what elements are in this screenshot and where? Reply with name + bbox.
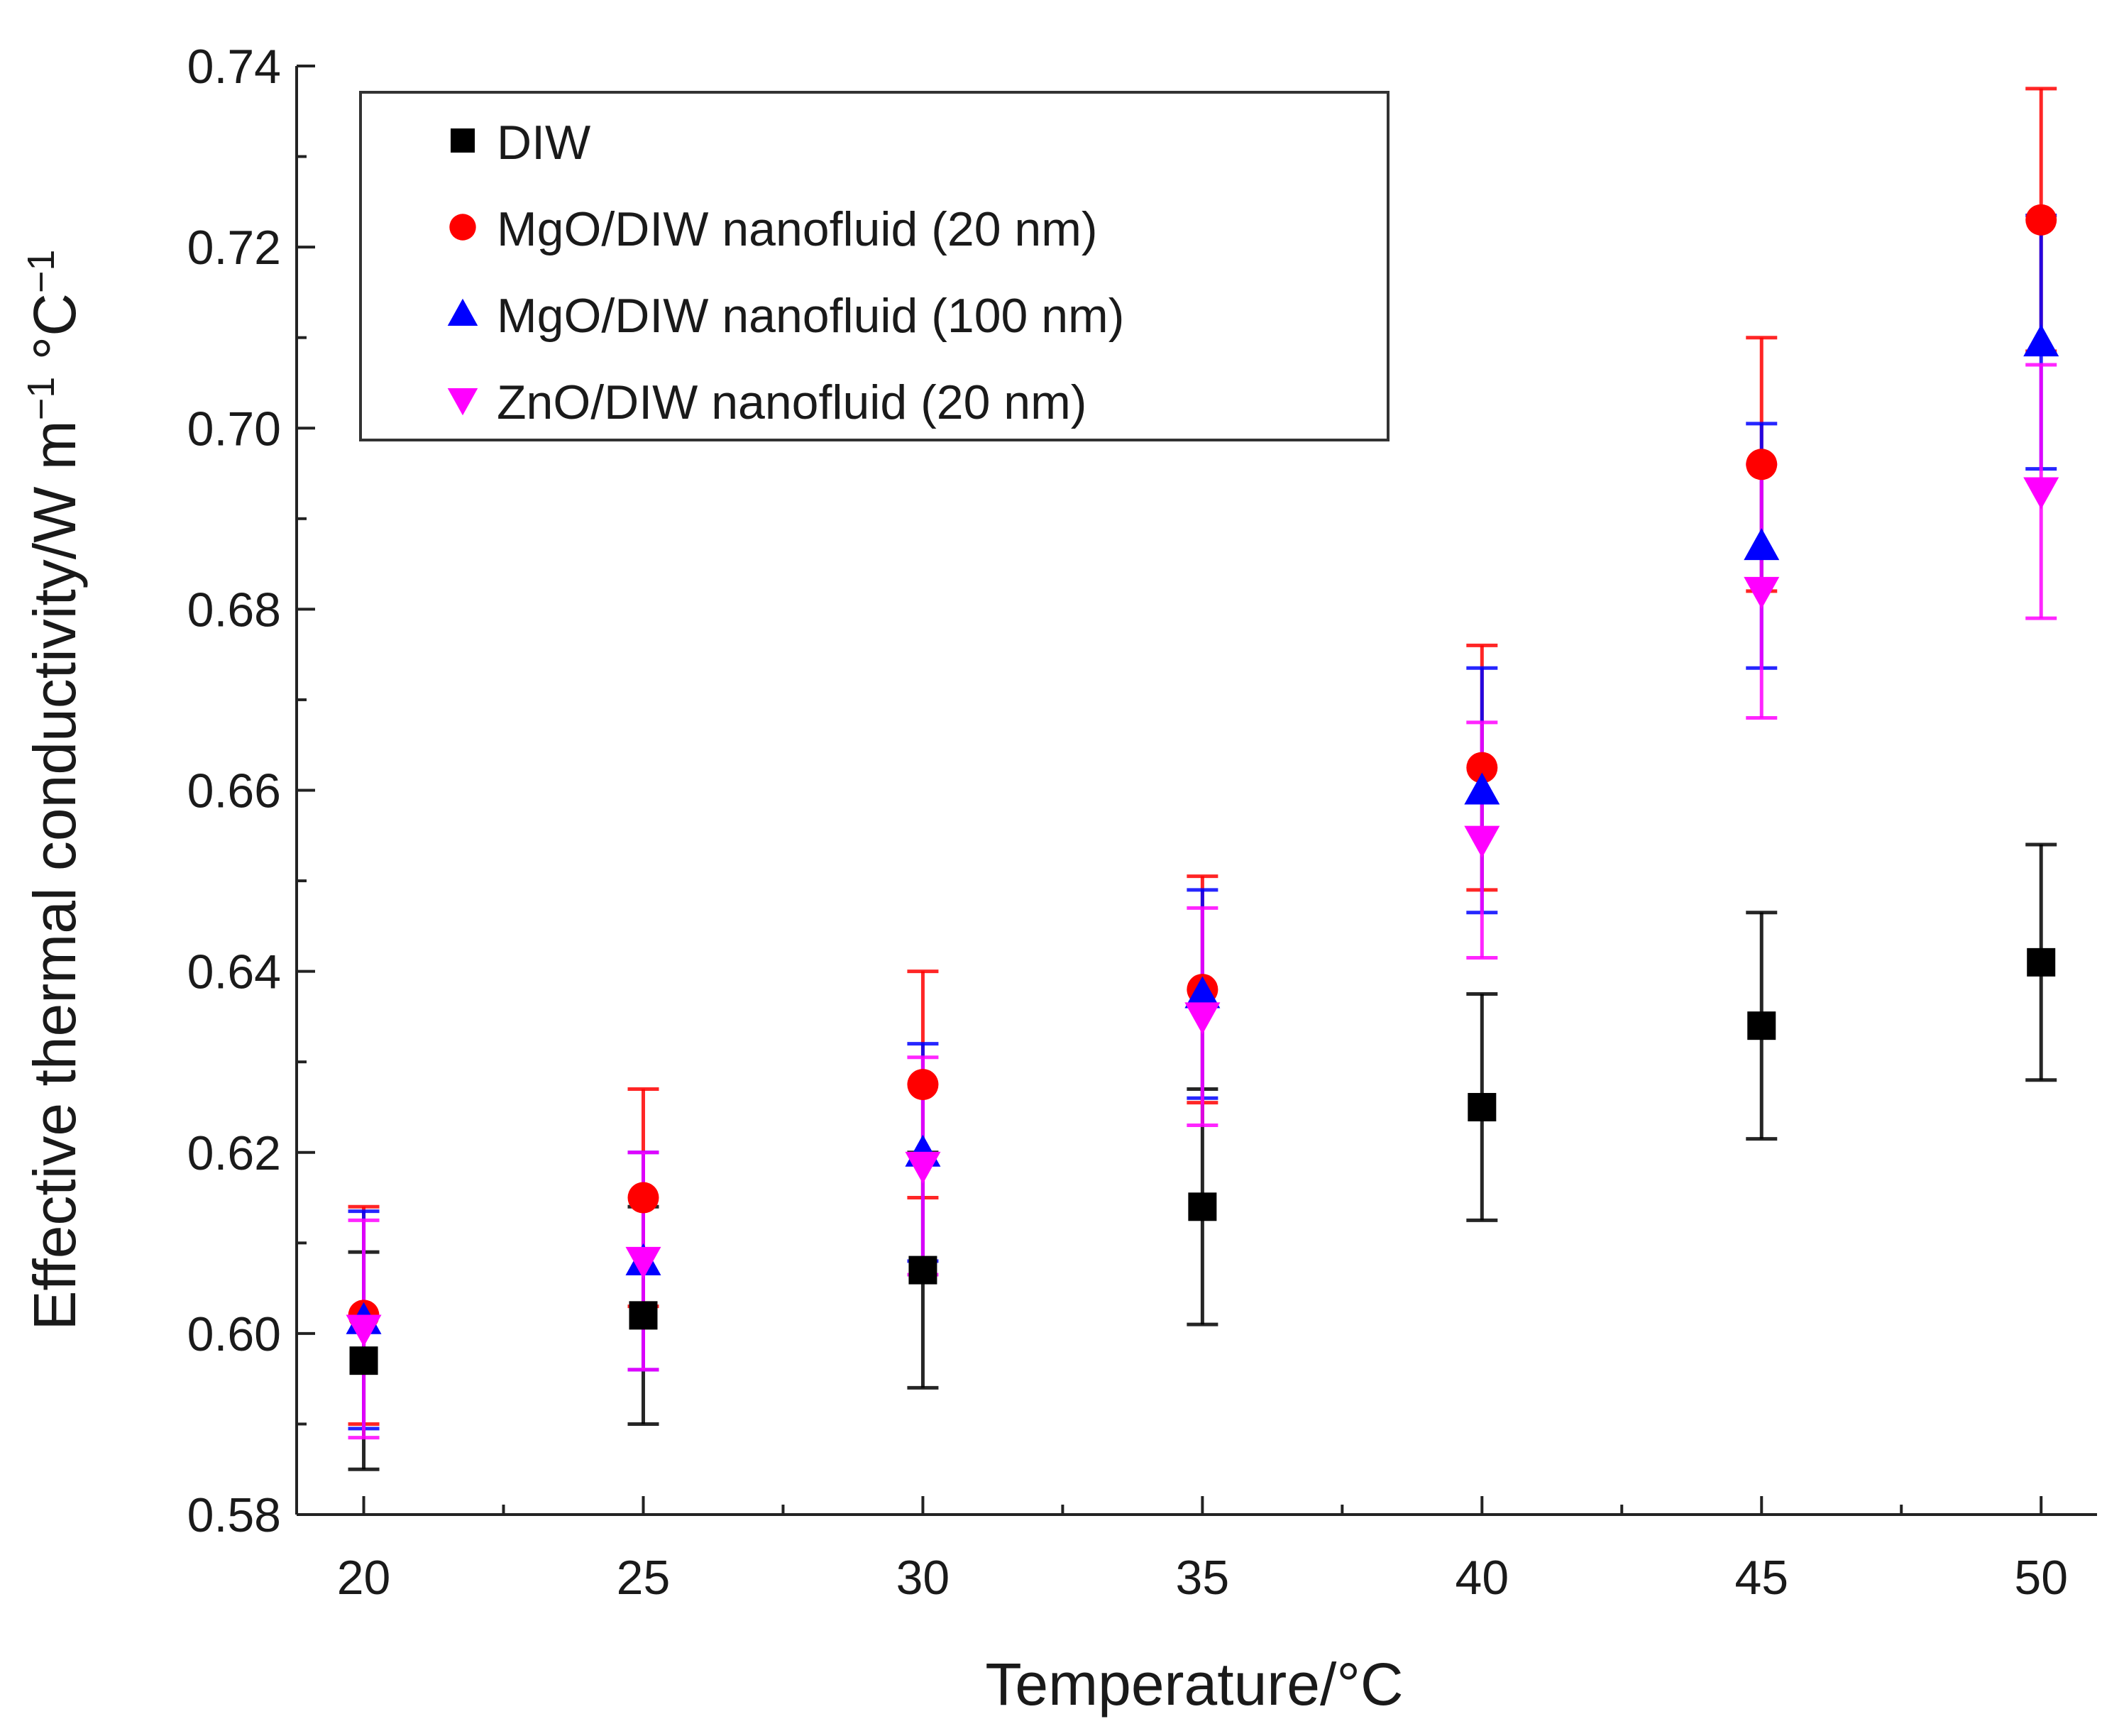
legend-marker <box>451 128 475 153</box>
legend: DIW MgO/DIW nanofluid (20 nm) MgO/DIW nano… <box>359 91 1390 441</box>
data-point <box>629 1301 658 1330</box>
data-point <box>1184 976 1221 1009</box>
series-diw <box>349 947 2056 1375</box>
y-tick-label: 0.70 <box>187 402 281 456</box>
y-tick-label: 0.62 <box>187 1126 281 1180</box>
data-point <box>1466 752 1498 784</box>
data-point <box>907 1069 939 1101</box>
y-tick-label: 0.58 <box>187 1488 281 1542</box>
y-tick-label: 0.74 <box>187 40 281 94</box>
y-tick-label: 0.68 <box>187 583 281 637</box>
legend-marker <box>447 298 478 326</box>
data-point <box>2025 204 2057 236</box>
legend-entries: DIW MgO/DIW nanofluid (20 nm) MgO/DIW nano… <box>447 116 1124 429</box>
data-point <box>1746 449 1778 480</box>
legend-label: DIW <box>497 116 590 170</box>
x-axis-title: Temperature/°C <box>985 1651 1403 1718</box>
legend-entry: MgO/DIW nanofluid (100 nm) <box>447 289 1124 343</box>
data-point <box>1464 772 1500 805</box>
data-point <box>349 1346 378 1375</box>
y-axis-title-exp2: −1 <box>20 250 62 294</box>
x-tick-label: 20 <box>337 1551 391 1605</box>
y-tick-label: 0.72 <box>187 221 281 275</box>
legend-marker <box>447 388 478 416</box>
data-point <box>1744 576 1780 609</box>
data-point <box>905 1151 941 1184</box>
y-axis-title-exp1: −1 <box>20 377 62 421</box>
x-tick-label: 40 <box>1456 1551 1509 1605</box>
legend-marker <box>449 214 476 241</box>
data-point <box>1744 528 1780 561</box>
data-point <box>1468 1092 1497 1121</box>
data-point <box>346 1314 382 1347</box>
data-point <box>1188 1192 1217 1221</box>
legend-label: MgO/DIW nanofluid (20 nm) <box>497 202 1098 256</box>
series-zno-diw-nanofluid-20-nm <box>346 477 2059 1347</box>
y-tick-label: 0.60 <box>187 1307 281 1361</box>
legend-entry: MgO/DIW nanofluid (20 nm) <box>449 202 1098 256</box>
x-tick-label: 30 <box>896 1551 950 1605</box>
x-tick-label: 25 <box>617 1551 671 1605</box>
data-point <box>2027 947 2056 977</box>
y-tick-label: 0.66 <box>187 764 281 818</box>
x-tick-label: 50 <box>2014 1551 2068 1605</box>
legend-entry: ZnO/DIW nanofluid (20 nm) <box>447 375 1086 429</box>
legend-label: ZnO/DIW nanofluid (20 nm) <box>497 375 1086 429</box>
legend-entry: DIW <box>451 116 590 170</box>
x-tick-label: 45 <box>1734 1551 1788 1605</box>
legend-label: MgO/DIW nanofluid (100 nm) <box>497 289 1124 343</box>
legend-box <box>359 91 1390 441</box>
x-tick-label: 35 <box>1176 1551 1230 1605</box>
data-point <box>625 1246 661 1279</box>
data-point <box>2023 477 2059 510</box>
data-point <box>627 1182 659 1214</box>
y-axis-title: Effective thermal conductivity/W m−1 °C−… <box>20 250 88 1331</box>
data-point <box>1184 1002 1221 1035</box>
data-point <box>1747 1011 1776 1040</box>
markers-layer <box>346 204 2059 1375</box>
ticks-layer: 0.58 0.60 0.62 0.64 0.66 0.68 0.70 0.72 0.74 20 25… <box>187 40 2068 1605</box>
y-axis-title-main: Effective thermal conductivity/W m <box>21 420 88 1330</box>
data-point <box>2023 324 2059 357</box>
data-point <box>908 1256 937 1285</box>
y-tick-label: 0.64 <box>187 945 281 999</box>
data-point <box>1464 825 1500 858</box>
y-axis-title-unit: °C <box>21 293 88 377</box>
